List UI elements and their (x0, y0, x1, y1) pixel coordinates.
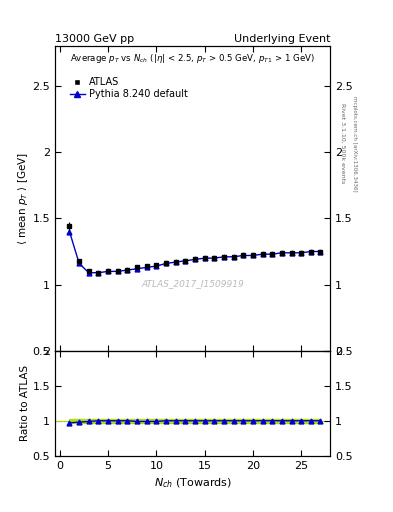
Legend: ATLAS, Pythia 8.240 default: ATLAS, Pythia 8.240 default (68, 75, 189, 101)
Text: mcplots.cern.ch [arXiv:1306.3436]: mcplots.cern.ch [arXiv:1306.3436] (352, 96, 357, 191)
Text: Average $p_T$ vs $N_{ch}$ ($|\eta|$ < 2.5, $p_T$ > 0.5 GeV, $p_{T1}$ > 1 GeV): Average $p_T$ vs $N_{ch}$ ($|\eta|$ < 2.… (70, 52, 315, 65)
Text: 13000 GeV pp: 13000 GeV pp (55, 33, 134, 44)
Y-axis label: Ratio to ATLAS: Ratio to ATLAS (20, 365, 30, 441)
Y-axis label: $\langle$ mean $p_T$ $\rangle$ [GeV]: $\langle$ mean $p_T$ $\rangle$ [GeV] (16, 152, 29, 245)
Text: Underlying Event: Underlying Event (233, 33, 330, 44)
X-axis label: $N_{ch}$ (Towards): $N_{ch}$ (Towards) (154, 476, 231, 489)
Text: Rivet 3.1.10, 500k events: Rivet 3.1.10, 500k events (340, 103, 345, 183)
Text: ATLAS_2017_I1509919: ATLAS_2017_I1509919 (141, 280, 244, 288)
